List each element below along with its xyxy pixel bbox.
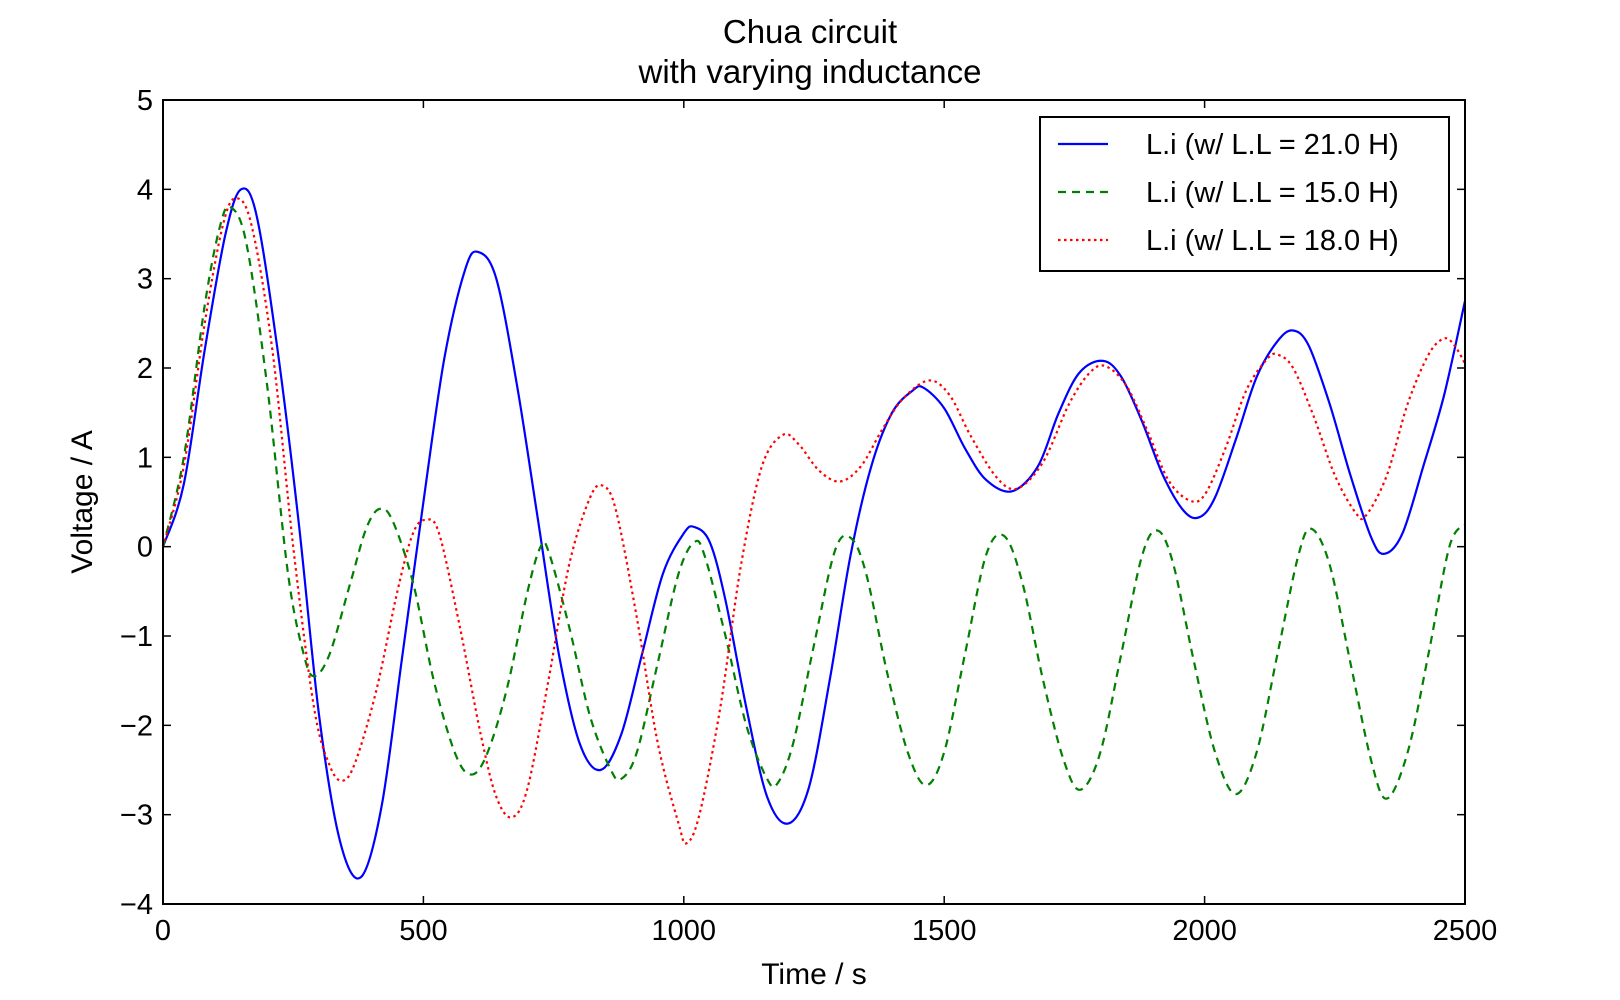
x-tick-label: 500 bbox=[399, 915, 447, 947]
series-layer bbox=[163, 187, 1465, 880]
legend: L.i (w/ L.L = 21.0 H) L.i (w/ L.L = 15.0 … bbox=[1039, 116, 1450, 272]
x-axis-label: Time / s bbox=[761, 958, 867, 991]
y-tick-label: −4 bbox=[120, 889, 153, 921]
x-tick-label: 1000 bbox=[652, 915, 717, 947]
x-tick-label: 2000 bbox=[1172, 915, 1237, 947]
chart-title-line-2: with varying inductance bbox=[637, 53, 981, 90]
x-tick-label: 0 bbox=[155, 915, 171, 947]
x-tick-label: 1500 bbox=[912, 915, 977, 947]
tick-layer: 0 500 1000 1500 2000 2500 −4 −3 −2 −1 0 1 2 3 4 5 bbox=[120, 85, 1497, 947]
y-tick-label: −1 bbox=[120, 621, 153, 653]
series-line-0 bbox=[163, 187, 1465, 880]
legend-label-2: L.i (w/ L.L = 18.0 H) bbox=[1146, 225, 1399, 257]
y-tick-label: 3 bbox=[137, 264, 153, 296]
legend-box bbox=[1039, 116, 1450, 272]
y-tick-label: 0 bbox=[137, 532, 153, 564]
series-line-1 bbox=[163, 205, 1465, 800]
y-tick-label: 1 bbox=[137, 442, 153, 474]
y-tick-label: −2 bbox=[120, 710, 153, 742]
y-tick-label: 5 bbox=[137, 85, 153, 117]
x-tick-label: 2500 bbox=[1433, 915, 1498, 947]
y-tick-label: −3 bbox=[120, 800, 153, 832]
plot-frame bbox=[162, 99, 1466, 905]
series-line-2 bbox=[163, 197, 1465, 845]
chart-title-line-1: Chua circuit bbox=[723, 13, 897, 50]
legend-label-1: L.i (w/ L.L = 15.0 H) bbox=[1146, 177, 1399, 209]
y-tick-label: 4 bbox=[137, 174, 153, 206]
y-tick-label: 2 bbox=[137, 353, 153, 385]
legend-label-0: L.i (w/ L.L = 21.0 H) bbox=[1146, 129, 1399, 161]
y-axis-label: Voltage / A bbox=[66, 430, 99, 573]
